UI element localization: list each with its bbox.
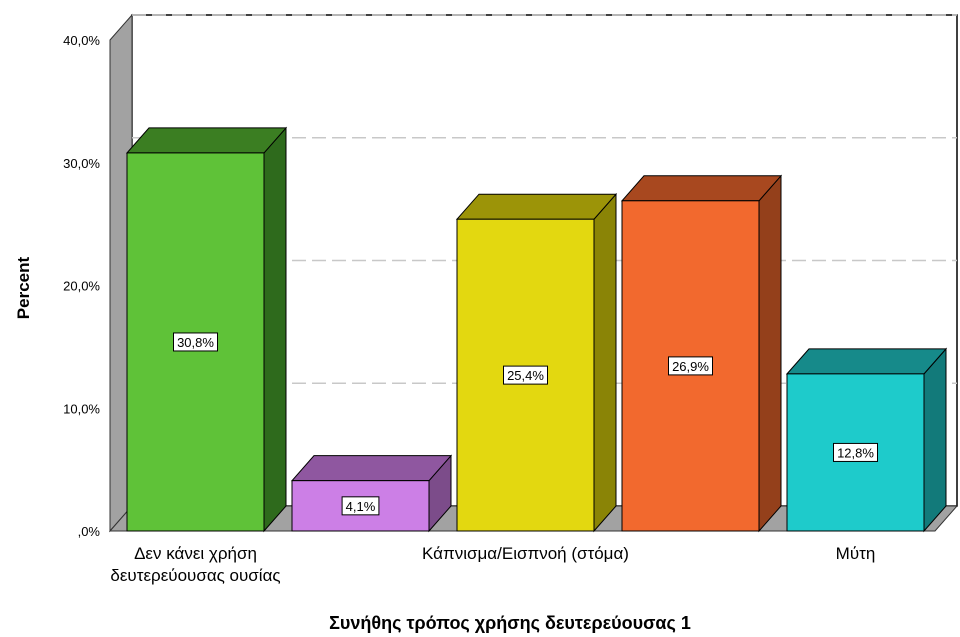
x-tick-label: δευτερεύουσας ουσίας — [110, 566, 280, 585]
data-label: 4,1% — [346, 499, 376, 514]
bar-side — [263, 126, 287, 533]
y-tick-label: 40,0% — [63, 33, 100, 48]
x-tick-label: Μύτη — [836, 544, 876, 563]
data-label-box — [173, 332, 218, 352]
x-axis-title: Συνήθης τρόπος χρήσης δευτερεύουσας 1 — [329, 613, 691, 633]
bar-top — [620, 175, 783, 202]
bar — [786, 373, 925, 532]
bar-top — [290, 455, 453, 482]
data-label-box — [503, 365, 548, 385]
bar — [291, 480, 430, 532]
data-label-box — [668, 356, 713, 376]
bar-side — [923, 347, 947, 533]
y-tick-label: 30,0% — [63, 156, 100, 171]
data-label: 25,4% — [507, 368, 544, 383]
x-tick-label: Δεν κάνει χρήση — [134, 544, 257, 563]
bar-top — [125, 127, 288, 154]
data-label-box — [341, 496, 380, 516]
bar-top — [785, 348, 948, 375]
bar-side — [593, 192, 617, 533]
y-tick-label: 10,0% — [63, 401, 100, 416]
data-label: 30,8% — [177, 335, 214, 350]
x-tick-label: Κάπνισμα/Εισπνοή (στόμα) — [422, 544, 629, 563]
data-label-box — [833, 442, 878, 462]
y-tick-label: 20,0% — [63, 279, 100, 294]
y-axis-title: Percent — [14, 256, 33, 319]
data-label: 12,8% — [837, 445, 874, 460]
bar-top — [455, 193, 618, 220]
y-tick-label: ,0% — [78, 524, 101, 539]
bar-side — [758, 174, 782, 533]
data-label: 26,9% — [672, 359, 709, 374]
